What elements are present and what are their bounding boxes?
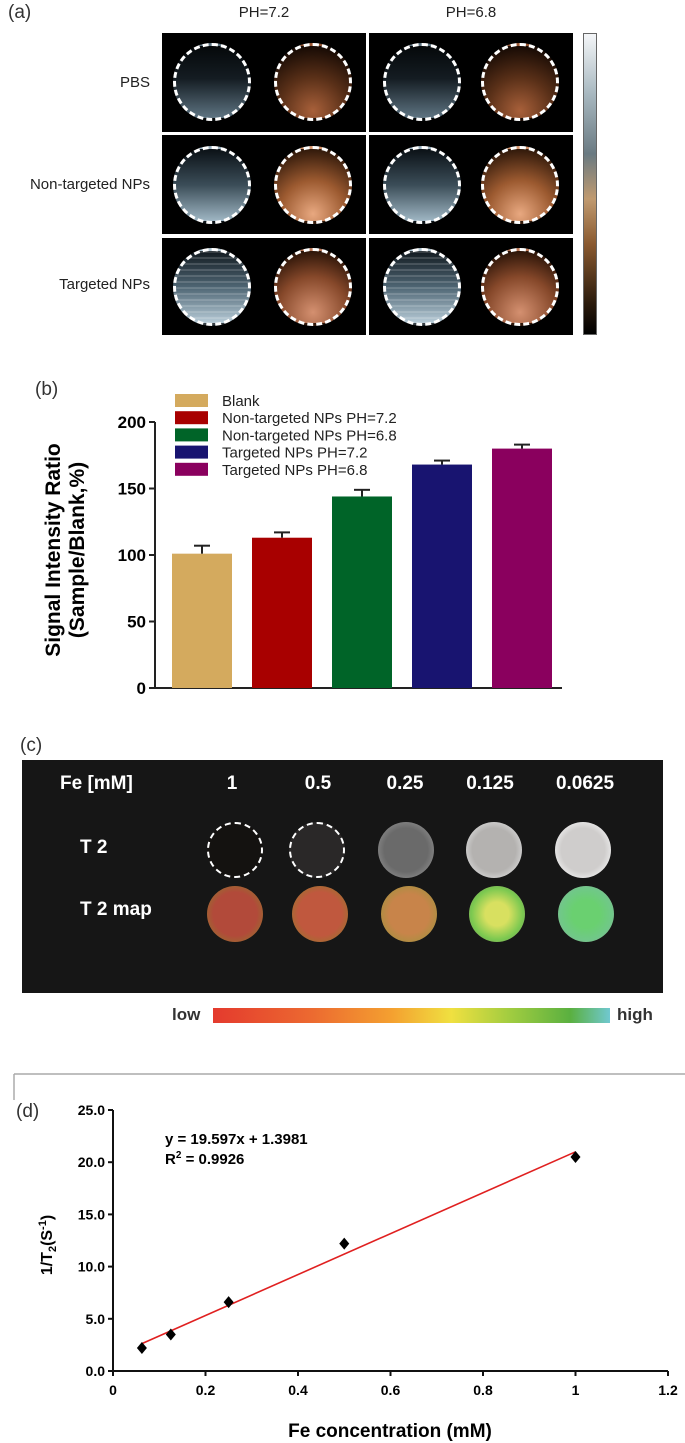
x-tick-label: 0.2 [196, 1382, 216, 1398]
x-tick-label: 0.8 [473, 1382, 493, 1398]
trendline [141, 1151, 576, 1345]
bar [332, 496, 392, 688]
x-tick-label: 1.2 [658, 1382, 678, 1398]
bar [412, 464, 472, 688]
t2-row-label: T 2 [80, 837, 108, 858]
legend-swatch [175, 445, 208, 459]
x-tick-label: 0.6 [381, 1382, 401, 1398]
row-label-non-targeted: Non-targeted NPs [29, 176, 150, 193]
concentration-label: 0.5 [304, 773, 332, 794]
y-tick-label: 10.0 [78, 1259, 105, 1275]
regression-equation: y = 19.597x + 1.3981 [165, 1131, 308, 1148]
bar [252, 537, 312, 688]
bar [492, 448, 552, 688]
legend-label: Targeted NPs PH=6.8 [222, 462, 368, 479]
t2map-sample-0.25 [381, 886, 437, 942]
y-axis-label-line1: Signal Intensity Ratio [42, 443, 65, 657]
image-cell-targeted-ph68 [369, 238, 573, 335]
sample-circle [173, 43, 251, 121]
t2-sample-0.0625 [555, 822, 611, 878]
data-point [223, 1296, 234, 1309]
y-tick-label: 100 [118, 546, 146, 565]
t2-sample-0.125 [466, 822, 522, 878]
y-tick-label: 50 [127, 613, 146, 632]
image-cell-pbs-ph72 [162, 33, 366, 132]
x-tick-label: 0.4 [288, 1382, 308, 1398]
y-axis-label-line2: (Sample/Blank,%) [66, 462, 89, 638]
legend-label: Non-targeted NPs PH=6.8 [222, 427, 397, 444]
sample-circle [481, 146, 559, 224]
bar [172, 553, 232, 688]
sample-circle [383, 248, 461, 326]
r-squared: R2 = 0.9926 [165, 1150, 244, 1168]
concentration-label: 1 [226, 773, 238, 794]
sample-circle [274, 146, 352, 224]
x-tick-label: 1 [572, 1382, 580, 1398]
sample-circle [173, 248, 251, 326]
data-point [570, 1150, 581, 1163]
t2map-sample-0.125 [469, 886, 525, 942]
legend-label: Targeted NPs PH=7.2 [222, 445, 368, 462]
scale-low-label: low [172, 1005, 201, 1024]
legend-swatch [175, 411, 208, 425]
panel-c-label: (c) [20, 735, 43, 756]
sample-circle [274, 43, 352, 121]
y-tick-label: 20.0 [78, 1154, 105, 1170]
panel-b-label: (b) [35, 379, 58, 400]
t2map-sample-0.0625 [558, 886, 614, 942]
legend-label: Non-targeted NPs PH=7.2 [222, 410, 397, 427]
intensity-colorbar [583, 33, 597, 335]
sample-circle [383, 146, 461, 224]
image-cell-pbs-ph68 [369, 33, 573, 132]
t2map-sample-0.5 [292, 886, 348, 942]
x-tick-label: 0 [109, 1382, 117, 1398]
concentration-label: 0.0625 [555, 773, 615, 794]
t2-sample-0.5 [289, 822, 345, 878]
legend-swatch [175, 394, 208, 407]
t2-sample-1 [207, 822, 263, 878]
sample-circle [481, 43, 559, 121]
x-axis-label: Fe concentration (mM) [288, 1421, 492, 1442]
y-tick-label: 200 [118, 413, 146, 432]
y-tick-label: 150 [118, 480, 146, 499]
concentration-label: 0.125 [466, 773, 514, 794]
data-point [136, 1342, 147, 1355]
sample-circle [274, 248, 352, 326]
t2-map-row-label: T 2 map [80, 899, 152, 920]
panel-d-label: (d) [16, 1101, 39, 1122]
y-axis-label: 1/T2(S-1) [37, 1215, 59, 1275]
y-tick-label: 0.0 [86, 1363, 106, 1379]
sample-circle [383, 43, 461, 121]
sample-circle [173, 146, 251, 224]
image-cell-targeted-ph72 [162, 238, 366, 335]
column-header-ph68: PH=6.8 [445, 4, 497, 21]
y-tick-label: 15.0 [78, 1206, 105, 1222]
y-tick-label: 25.0 [78, 1102, 105, 1118]
panel-a-label: (a) [8, 2, 32, 23]
column-header-ph72: PH=7.2 [238, 4, 290, 21]
legend-swatch [175, 462, 208, 476]
image-cell-nontargeted-ph68 [369, 135, 573, 234]
legend-swatch [175, 428, 208, 442]
data-point [165, 1328, 176, 1341]
t2map-sample-1 [207, 886, 263, 942]
sample-circle [481, 248, 559, 326]
t2-phantom-image: Fe [mM] 1 0.5 0.25 0.125 0.0625 T 2 T 2 map [22, 760, 663, 993]
y-tick-label: 0 [137, 679, 146, 698]
t2-colorbar [213, 1008, 610, 1023]
y-tick-label: 5.0 [86, 1311, 106, 1327]
concentration-label: 0.25 [386, 773, 424, 794]
scale-high-label: high [617, 1005, 653, 1024]
image-cell-nontargeted-ph72 [162, 135, 366, 234]
t2-sample-0.25 [378, 822, 434, 878]
row-label-targeted: Targeted NPs [59, 276, 150, 293]
data-point [339, 1237, 350, 1250]
fe-header-label: Fe [mM] [60, 773, 133, 794]
row-label-pbs: PBS [119, 74, 150, 91]
legend-label: Blank [222, 393, 260, 410]
scatter-chart-d: (d) 0.0 5.0 10.0 15.0 20.0 25.0 0 0.2 0.4 0.6 0.8 1… [13, 1073, 685, 1442]
